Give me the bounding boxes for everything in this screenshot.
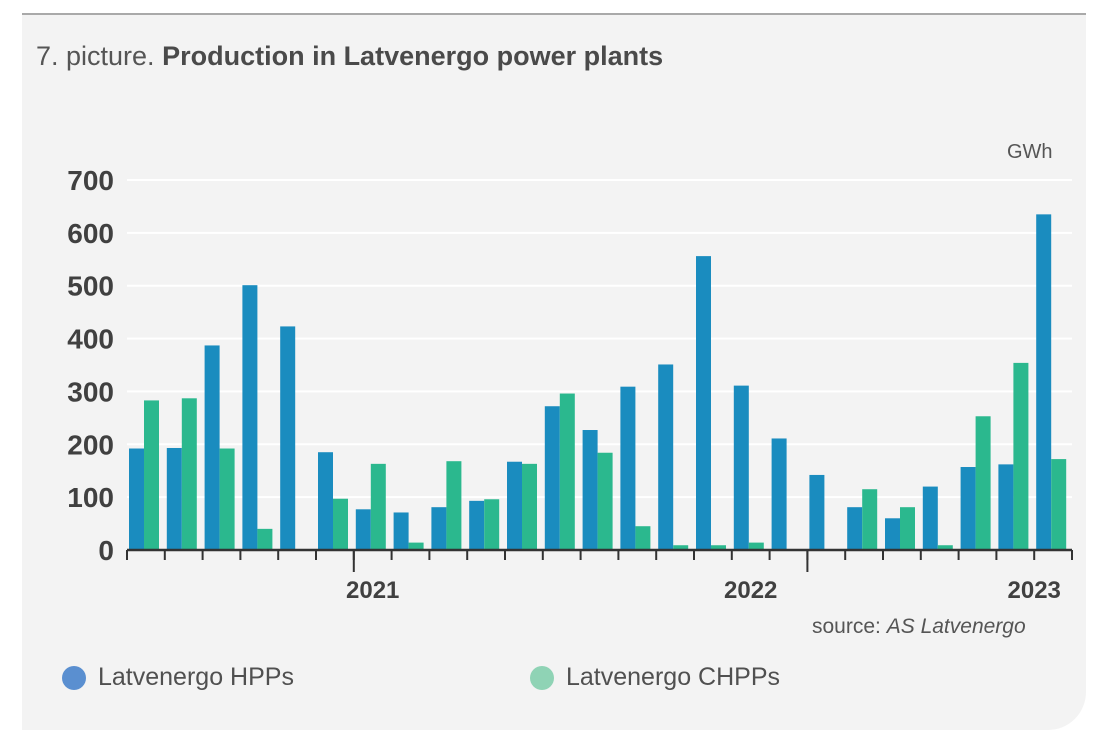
source-name: AS Latvenergo: [886, 615, 1026, 638]
bar-hpp: [166, 447, 182, 550]
source-label: source:: [812, 615, 881, 638]
y-tick-label: 400: [67, 324, 114, 355]
bar-hpp: [507, 461, 522, 550]
bar-chpp: [937, 545, 953, 550]
bar-hpp: [885, 518, 900, 550]
bar-hpp: [544, 406, 560, 550]
bar-chpp: [597, 452, 613, 550]
bar-chpp: [1051, 459, 1067, 550]
bar-hpp: [582, 430, 598, 550]
bar-hpp: [129, 448, 144, 550]
bar-hpp: [696, 256, 711, 550]
title-text: Production in Latvenergo power plants: [162, 41, 664, 71]
bar-chpp: [219, 448, 235, 550]
y-tick-label: 0: [98, 535, 114, 566]
bar-chpp: [408, 542, 424, 550]
bar-chpp: [673, 545, 689, 550]
bar-hpp: [771, 438, 787, 550]
y-tick-label: 200: [67, 429, 114, 460]
bar-hpp: [469, 500, 485, 550]
legend-label-hpp: Latvenergo HPPs: [98, 663, 294, 691]
bar-chpp: [181, 398, 197, 550]
bar-hpp: [809, 474, 825, 550]
bar-hpp: [733, 385, 749, 550]
bar-hpp: [393, 512, 409, 550]
y-tick-label: 100: [67, 482, 114, 513]
x-year-label: 2021: [346, 577, 399, 604]
source-note: source: AS Latvenergo: [812, 615, 1026, 639]
bar-hpp: [318, 452, 333, 550]
x-year-label: 2023: [1008, 577, 1061, 604]
bar-chpp: [446, 461, 462, 550]
chart-card: 7. picture. Production in Latvenergo pow…: [22, 13, 1086, 730]
bar-chpp: [484, 499, 500, 550]
bar-chpp: [635, 526, 651, 550]
legend-marker-chpp: [530, 665, 554, 690]
bar-chpp: [522, 463, 537, 550]
bar-hpp: [922, 486, 938, 550]
y-tick-label: 700: [67, 165, 114, 196]
bar-hpp: [847, 507, 863, 550]
bar-chpp: [559, 393, 575, 550]
bar-chpp: [900, 507, 915, 550]
bar-hpp: [242, 285, 258, 550]
legend-marker-hpp: [62, 665, 86, 690]
bar-hpp: [1036, 214, 1052, 550]
bar-chpp: [748, 542, 764, 550]
bar-hpp: [620, 386, 636, 550]
legend-label-chpp: Latvenergo CHPPs: [566, 663, 781, 691]
bar-hpp: [355, 509, 371, 550]
bar-chart: 0 100 200 300 400 500 600 700 2021 2022 2023: [67, 165, 1073, 604]
bar-chpp: [257, 528, 273, 550]
bar-chpp: [711, 545, 726, 550]
bar-hpp: [204, 345, 220, 550]
bar-chpp: [144, 400, 159, 550]
bar-hpp: [280, 326, 296, 550]
y-tick-label: 500: [67, 271, 114, 302]
y-tick-label: 300: [67, 376, 114, 407]
legend-item-chpp: Latvenergo CHPPs: [530, 663, 780, 692]
bar-chpp: [862, 489, 878, 550]
x-year-label: 2022: [724, 577, 777, 604]
bar-hpp: [998, 464, 1014, 550]
bar-chpp: [1013, 362, 1029, 550]
bar-hpp: [960, 467, 976, 550]
bar-chpp: [370, 463, 386, 550]
chart-title: 7. picture. Production in Latvenergo pow…: [36, 41, 663, 72]
bar-hpp: [658, 364, 674, 550]
bar-chpp: [975, 416, 991, 550]
y-tick-label: 600: [67, 218, 114, 249]
bar-chpp: [333, 498, 348, 550]
title-prefix: 7. picture.: [36, 41, 155, 71]
legend-item-hpp: Latvenergo HPPs: [62, 663, 294, 692]
bar-hpp: [431, 507, 447, 550]
unit-label: GWh: [1007, 141, 1053, 163]
